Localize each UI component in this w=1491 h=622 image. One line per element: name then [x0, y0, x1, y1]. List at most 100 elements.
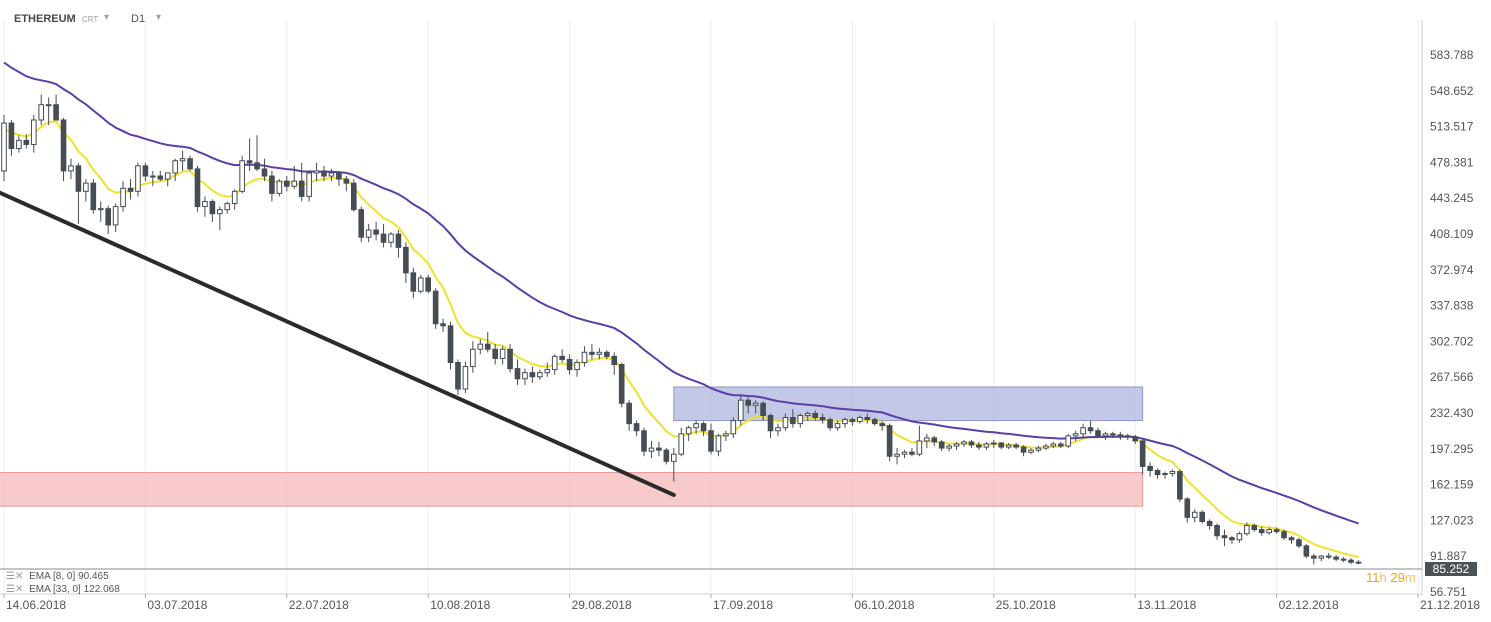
candle-bear: [403, 246, 409, 274]
legend-value: 122.068: [83, 584, 120, 595]
candle-bull: [1162, 473, 1168, 476]
candle-bear: [529, 372, 536, 378]
chart-type-selector[interactable]: CRT: [82, 15, 99, 24]
candle-bull: [291, 180, 298, 187]
candle-bull: [990, 442, 997, 445]
y-tick-label: 337.838: [1430, 299, 1474, 313]
x-tick-label: 22.07.2018: [289, 598, 349, 612]
candle-bear: [1258, 529, 1265, 534]
candle-bull: [306, 172, 312, 197]
candle-bear: [23, 139, 30, 145]
candle-bull: [164, 172, 171, 180]
candle-bear: [1057, 443, 1064, 447]
candle-bear: [1281, 531, 1287, 539]
candle-bear: [410, 272, 417, 292]
candle-bear: [395, 233, 402, 248]
candle-bear: [484, 343, 491, 350]
candle-bear: [1221, 535, 1228, 539]
candle-bull: [1191, 511, 1198, 518]
candle-bull: [179, 158, 186, 162]
y-tick-label: 443.245: [1430, 191, 1474, 205]
y-tick-label: 548.652: [1430, 84, 1474, 98]
legend-ema-slow[interactable]: ☰✕ EMA [33, 0] 122.068: [6, 584, 120, 595]
legend-params: [8, 0]: [53, 571, 76, 582]
candle-bear: [812, 412, 818, 419]
x-tick-label: 21.12.2018: [1420, 598, 1480, 612]
candle-bear: [1147, 465, 1153, 471]
candle-bear: [849, 419, 856, 423]
candle-bear: [455, 361, 461, 390]
candle-bear: [760, 402, 766, 416]
candle-bull: [16, 139, 22, 150]
trendline-segment: [0, 190, 676, 497]
candle-bull: [417, 277, 424, 292]
settings-icon[interactable]: ☰✕: [6, 584, 24, 595]
candle-bear: [246, 160, 253, 164]
candle-bull: [924, 437, 930, 442]
candle-bear: [819, 417, 826, 421]
candle-bear: [105, 208, 111, 226]
candle-bull: [693, 423, 699, 429]
candle-bear: [1311, 555, 1317, 559]
y-tick-label: 56.751: [1430, 585, 1467, 599]
candle-bull: [172, 160, 178, 174]
countdown-m-unit: m: [1404, 570, 1416, 585]
candle-bear: [8, 122, 15, 150]
candle-bear: [53, 104, 59, 121]
candle-bear: [1132, 436, 1139, 442]
legend-ema-fast[interactable]: ☰✕ EMA [8, 0] 90.465: [6, 571, 109, 582]
symbol-label[interactable]: ETHEREUM: [14, 13, 76, 25]
candle-bull: [834, 423, 841, 429]
candle-bear: [566, 358, 573, 371]
candle-bear: [1110, 433, 1116, 436]
candle-bear: [1124, 435, 1131, 438]
candle-bear: [1095, 430, 1101, 437]
candle-bull: [782, 417, 789, 429]
candle-bear: [142, 165, 149, 177]
candle-bull: [723, 433, 729, 437]
candle-bear: [127, 187, 134, 192]
candle-bear: [1229, 537, 1235, 541]
y-tick-label: 583.788: [1430, 48, 1474, 62]
candle-bull: [857, 417, 863, 423]
candle-bull: [135, 165, 141, 192]
candle-bull: [1005, 444, 1012, 448]
candle-countdown: 11h 29m: [1366, 570, 1416, 585]
y-tick-label: 127.023: [1430, 513, 1474, 527]
candle-bear: [1296, 539, 1302, 547]
candle-bull: [313, 170, 320, 174]
candle-bear: [507, 348, 513, 370]
chevron-down-icon[interactable]: ▾: [156, 12, 162, 23]
candle-bear: [827, 419, 833, 429]
candle-bear: [938, 441, 945, 449]
y-tick-label: 162.159: [1430, 478, 1474, 492]
candle-bull: [83, 182, 89, 192]
candle-bear: [1251, 525, 1258, 531]
settings-icon[interactable]: ☰✕: [6, 571, 24, 582]
y-tick-label: 267.566: [1430, 370, 1474, 384]
candle-bear: [1199, 511, 1205, 522]
candle-bear: [1184, 498, 1191, 518]
candle-bear: [1087, 427, 1094, 432]
timeframe-selector[interactable]: D1: [131, 13, 146, 25]
candle-bear: [1273, 529, 1280, 533]
chevron-down-icon[interactable]: ▾: [104, 12, 110, 23]
candle-bull: [596, 351, 603, 355]
y-tick-label: 232.430: [1430, 406, 1474, 420]
y-tick-label: 372.974: [1430, 263, 1474, 277]
candle-bear: [641, 430, 647, 452]
candle-bear: [1117, 434, 1124, 437]
candle-bear: [425, 277, 432, 292]
candle-bear: [358, 209, 365, 238]
candle-bull: [1065, 435, 1072, 447]
candle-bear: [1303, 545, 1310, 557]
candle-bear: [269, 175, 275, 194]
candle-bull: [551, 355, 558, 371]
candle-bear: [60, 119, 67, 172]
candle-bull: [737, 399, 744, 422]
countdown-minutes: 29: [1390, 570, 1405, 585]
candles: [1, 94, 1362, 565]
candle-bull: [648, 447, 655, 452]
candle-bull: [574, 361, 580, 371]
